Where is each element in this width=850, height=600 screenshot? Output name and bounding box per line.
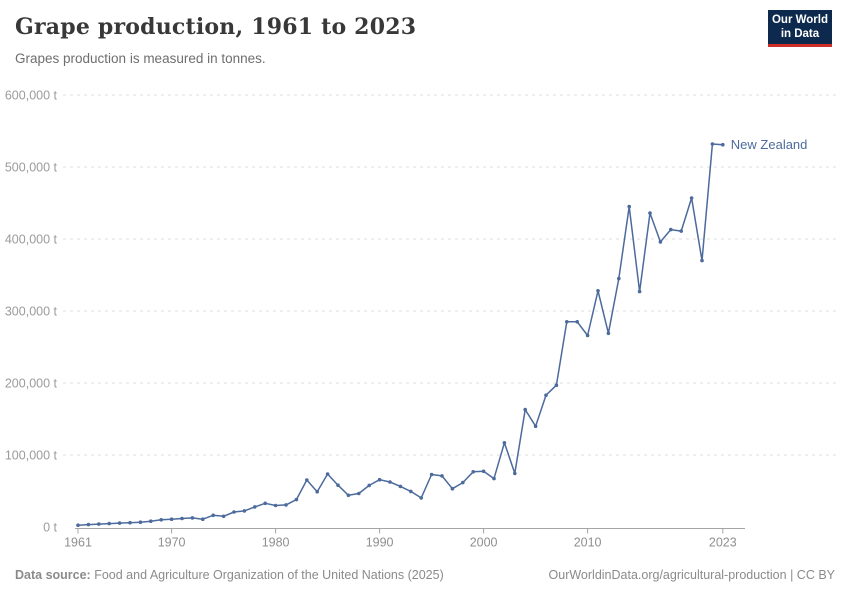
x-axis-label: 1980 (262, 536, 290, 550)
data-point[interactable] (232, 510, 236, 514)
y-axis-label: 100,000 t (5, 449, 58, 463)
x-axis-label: 1990 (366, 536, 394, 550)
data-point[interactable] (398, 484, 403, 489)
data-point[interactable] (450, 486, 455, 491)
license-label: CC BY (796, 568, 835, 582)
y-axis-label: 600,000 t (5, 89, 58, 103)
data-point[interactable] (637, 289, 642, 294)
data-point[interactable] (585, 333, 590, 338)
chart-footer: Data source: Food and Agriculture Organi… (15, 568, 835, 582)
data-point[interactable] (305, 478, 309, 482)
data-point[interactable] (533, 424, 538, 429)
data-point[interactable] (627, 204, 631, 209)
data-point[interactable] (388, 480, 392, 484)
data-point[interactable] (544, 393, 548, 398)
y-axis-label: 200,000 t (5, 377, 58, 391)
data-point[interactable] (201, 517, 205, 521)
production-line-new-zealand[interactable] (77, 143, 723, 526)
owid-url-link[interactable]: OurWorldinData.org/agricultural-producti… (548, 568, 787, 582)
data-point[interactable] (648, 211, 652, 215)
y-axis-label: 0 t (43, 521, 57, 535)
data-point[interactable] (481, 469, 486, 474)
data-point[interactable] (128, 520, 132, 525)
data-point[interactable] (575, 320, 579, 324)
data-point[interactable] (617, 276, 621, 281)
x-axis-label: 2010 (574, 536, 602, 550)
data-point[interactable] (190, 516, 195, 520)
data-point[interactable] (565, 320, 569, 324)
data-source-note: Data source: Food and Agriculture Organi… (15, 568, 444, 582)
data-point[interactable] (679, 229, 683, 233)
data-point[interactable] (689, 196, 694, 200)
data-point[interactable] (471, 470, 476, 474)
data-point[interactable] (461, 480, 465, 485)
data-point[interactable] (367, 483, 372, 488)
data-point[interactable] (325, 472, 330, 476)
y-axis-label: 500,000 t (5, 161, 58, 175)
y-axis-label: 400,000 t (5, 233, 58, 247)
data-point[interactable] (377, 477, 382, 482)
x-axis-label: 1970 (158, 536, 186, 550)
data-point[interactable] (97, 522, 101, 526)
data-point[interactable] (429, 472, 434, 477)
data-point[interactable] (273, 503, 278, 508)
data-point[interactable] (284, 503, 288, 507)
data-point[interactable] (263, 501, 268, 506)
data-point[interactable] (554, 383, 559, 388)
data-point[interactable] (658, 240, 663, 244)
y-axis-label: 300,000 t (5, 305, 58, 319)
data-source-value: Food and Agriculture Organization of the… (94, 568, 444, 582)
data-point[interactable] (149, 519, 153, 523)
data-point[interactable] (346, 493, 351, 498)
data-point[interactable] (315, 489, 320, 494)
data-point[interactable] (492, 476, 496, 481)
data-point[interactable] (294, 497, 299, 502)
data-point[interactable] (606, 331, 611, 336)
data-point[interactable] (117, 521, 122, 525)
data-point[interactable] (86, 522, 91, 527)
data-point[interactable] (221, 514, 226, 519)
data-point[interactable] (242, 509, 247, 513)
footer-links: OurWorldinData.org/agricultural-producti… (549, 568, 835, 582)
data-point[interactable] (409, 489, 413, 494)
data-point[interactable] (700, 258, 704, 263)
data-point[interactable] (253, 505, 257, 509)
data-point[interactable] (159, 518, 163, 522)
data-point[interactable] (669, 227, 673, 232)
data-point[interactable] (357, 491, 361, 496)
data-point[interactable] (419, 496, 424, 500)
data-point[interactable] (336, 483, 340, 488)
data-point[interactable] (596, 289, 600, 293)
data-point[interactable] (440, 474, 444, 478)
data-point[interactable] (721, 142, 725, 147)
x-axis-label: 2000 (470, 536, 498, 550)
data-point[interactable] (211, 513, 215, 518)
x-axis-label: 2023 (709, 536, 737, 550)
data-source-label: Data source: (15, 568, 91, 582)
owid-logo-link[interactable]: Our World in Data (768, 10, 832, 47)
footer-separator: | (786, 568, 797, 582)
data-point[interactable] (513, 471, 517, 476)
data-point[interactable] (523, 407, 527, 412)
data-point[interactable] (502, 441, 507, 445)
data-point[interactable] (76, 523, 80, 527)
data-point[interactable] (710, 142, 715, 146)
data-point[interactable] (180, 516, 184, 521)
data-point[interactable] (169, 517, 174, 521)
page-title: Grape production, 1961 to 2023 (15, 14, 417, 40)
owid-logo-text: Our World in Data (771, 14, 828, 40)
x-axis-label: 1961 (64, 536, 92, 550)
data-point[interactable] (107, 521, 111, 526)
data-point[interactable] (138, 520, 143, 524)
entity-label[interactable]: New Zealand (731, 137, 808, 152)
chart-subtitle: Grapes production is measured in tonnes. (15, 51, 266, 66)
